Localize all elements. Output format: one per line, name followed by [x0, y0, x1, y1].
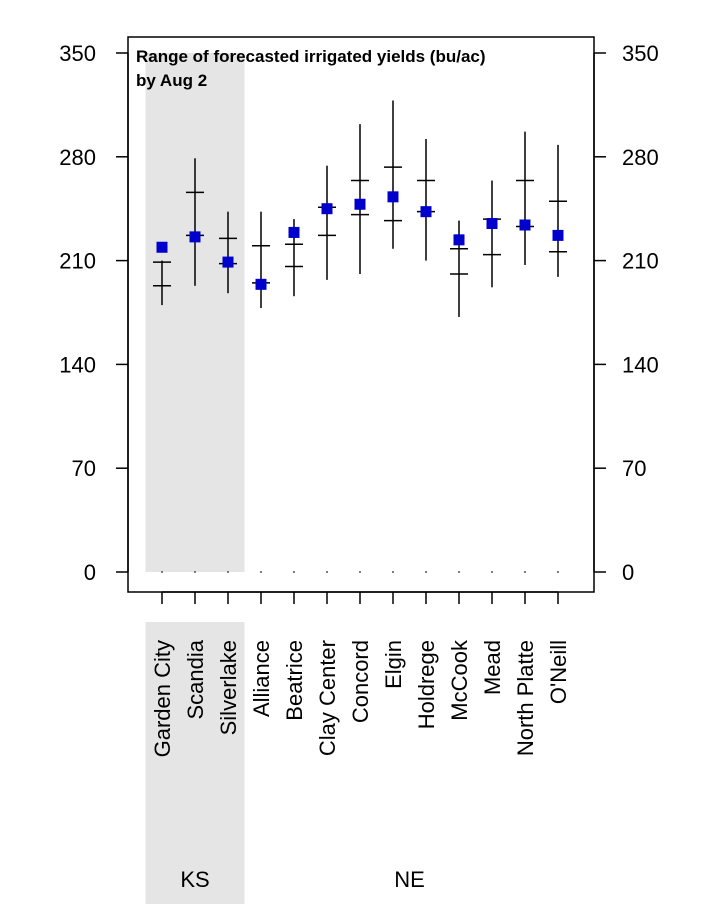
- baseline-dot: [227, 571, 229, 573]
- group-shading-layer: [145, 53, 245, 904]
- site-label: McCook: [447, 639, 472, 721]
- y-tick-label-right: 210: [622, 249, 659, 274]
- forecast-marker: [354, 198, 366, 210]
- site-label: Silverlake: [216, 640, 241, 735]
- y-tick-label-left: 280: [59, 145, 96, 170]
- forecast-marker: [486, 218, 498, 230]
- forecast-marker: [387, 191, 399, 203]
- forecast-marker: [420, 206, 432, 218]
- baseline-dot: [458, 571, 460, 573]
- baseline-dot: [194, 571, 196, 573]
- group-label: NE: [394, 867, 425, 892]
- y-tick-label-left: 350: [59, 41, 96, 66]
- baseline-dot: [425, 571, 427, 573]
- baseline-dot: [161, 571, 163, 573]
- site-label: Alliance: [249, 640, 274, 717]
- site-label: Elgin: [381, 640, 406, 689]
- y-tick-label-left: 70: [72, 456, 96, 481]
- site-label: Garden City: [150, 640, 175, 757]
- baseline-dot: [359, 571, 361, 573]
- forecast-marker: [321, 203, 333, 215]
- site-label: Clay Center: [315, 640, 340, 756]
- forecast-marker: [189, 231, 201, 243]
- y-tick-label-right: 0: [622, 560, 634, 585]
- y-tick-label-left: 210: [59, 249, 96, 274]
- data-layer: [153, 100, 567, 573]
- baseline-dot: [260, 571, 262, 573]
- forecast-marker: [453, 234, 465, 246]
- baseline-dot: [326, 571, 328, 573]
- forecast-marker: [519, 219, 531, 231]
- forecast-marker: [552, 229, 564, 241]
- site-label: Holdrege: [414, 640, 439, 729]
- site-label: Mead: [480, 640, 505, 695]
- y-tick-label-left: 140: [59, 352, 96, 377]
- site-label: Concord: [348, 640, 373, 723]
- chart-title-line-1: Range of forecasted irrigated yields (bu…: [136, 47, 486, 66]
- axes: 0 0 70 70 140 140 210 210 280 280 350 350: [59, 41, 659, 604]
- chart-title-line-2: by Aug 2: [136, 71, 207, 90]
- y-tick-label-left: 0: [84, 560, 96, 585]
- y-tick-label-right: 140: [622, 352, 659, 377]
- baseline-dot: [392, 571, 394, 573]
- baseline-dot: [557, 571, 559, 573]
- y-tick-label-right: 280: [622, 145, 659, 170]
- forecast-marker: [222, 256, 234, 268]
- forecast-marker: [156, 241, 168, 253]
- category-labels: KS NE Garden City Scandia Silverlake Alliance…: [150, 639, 571, 892]
- site-label: Scandia: [183, 639, 208, 719]
- group-label: KS: [180, 867, 209, 892]
- group-shade-plot: [145, 53, 245, 572]
- baseline-dot: [293, 571, 295, 573]
- site-label: Beatrice: [282, 640, 307, 721]
- group-shade-labels: [145, 622, 245, 904]
- baseline-dot: [491, 571, 493, 573]
- site-label: North Platte: [513, 640, 538, 756]
- forecast-marker: [255, 278, 267, 290]
- y-tick-label-right: 70: [622, 456, 646, 481]
- forecast-marker: [288, 226, 300, 238]
- baseline-dot: [524, 571, 526, 573]
- y-tick-label-right: 350: [622, 41, 659, 66]
- site-label: O'Neill: [546, 640, 571, 704]
